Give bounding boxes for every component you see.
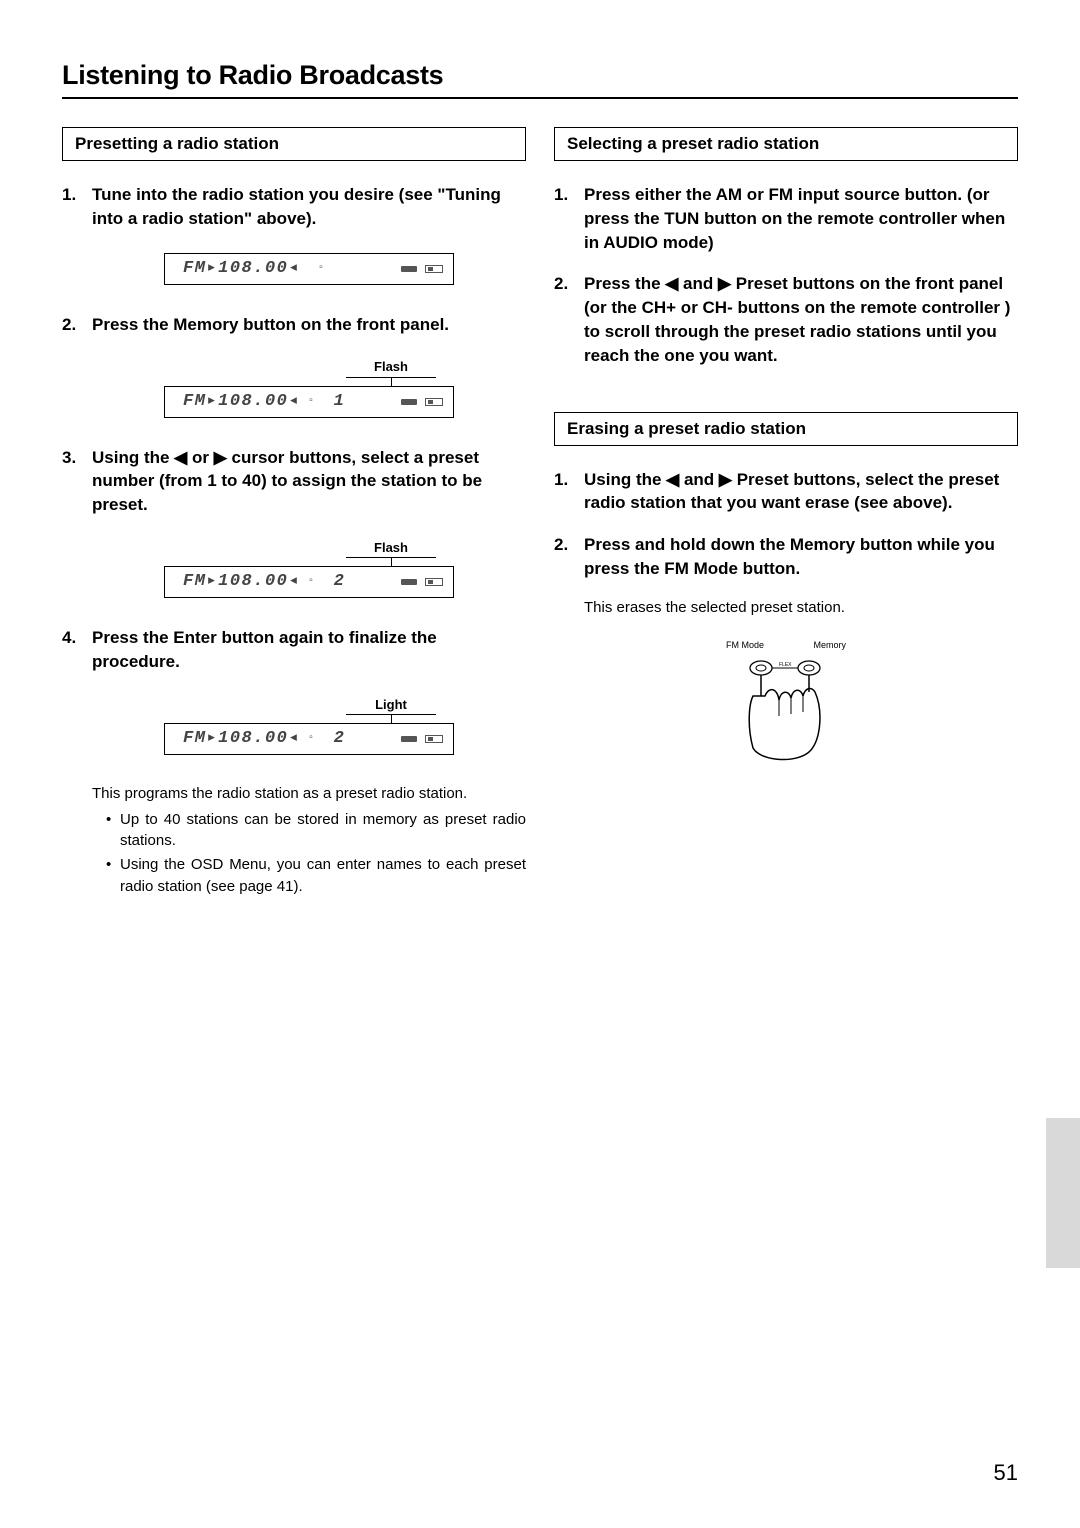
erasing-header: Erasing a preset radio station	[554, 412, 1018, 446]
left-step-2: Press the Memory button on the front pan…	[62, 313, 526, 418]
left-step-4: Press the Enter button again to finalize…	[62, 626, 526, 755]
fm-mode-label: FM Mode	[726, 640, 764, 650]
page-number: 51	[994, 1460, 1018, 1486]
left-step-1: Tune into the radio station you desire (…	[62, 183, 526, 285]
lcd-freq: FM▸108.00◂	[183, 727, 300, 751]
left-column: Presetting a radio station Tune into the…	[62, 127, 526, 900]
stereo-icon	[425, 398, 443, 406]
light-label: Light	[375, 696, 407, 714]
step-text: Press the Memory button on the front pan…	[92, 315, 449, 334]
right-erase-step-1: Using the ◀ and ▶ Preset buttons, select…	[554, 468, 1018, 516]
note-bullet: Up to 40 stations can be stored in memor…	[106, 809, 526, 853]
right-sel-step-1: Press either the AM or FM input source b…	[554, 183, 1018, 254]
note-block: This programs the radio station as a pre…	[62, 783, 526, 898]
lcd-display-4: FM▸108.00◂ ▫ 2	[164, 723, 454, 755]
side-tab	[1046, 1118, 1080, 1268]
tuned-icon	[401, 579, 417, 585]
right-sel-step-2: Press the ◀ and ▶ Preset buttons on the …	[554, 272, 1018, 367]
presetting-header: Presetting a radio station	[62, 127, 526, 161]
tuned-icon	[401, 399, 417, 405]
svg-text:FLEX: FLEX	[779, 662, 792, 668]
lcd-preset: 2	[334, 570, 346, 594]
step-text: Tune into the radio station you desire (…	[92, 185, 501, 228]
note-bullet: Using the OSD Menu, you can enter names …	[106, 854, 526, 898]
memory-label: Memory	[813, 640, 846, 650]
selecting-header: Selecting a preset radio station	[554, 127, 1018, 161]
right-erase-step-2: Press and hold down the Memory button wh…	[554, 533, 1018, 581]
lcd-display-1: FM▸108.00◂ ▫	[164, 253, 454, 285]
page-title: Listening to Radio Broadcasts	[62, 60, 1018, 99]
lcd-preset: 2	[334, 727, 346, 751]
lcd-freq: FM▸108.00◂	[183, 570, 300, 594]
stereo-icon	[425, 578, 443, 586]
note-intro: This programs the radio station as a pre…	[92, 783, 526, 805]
left-step-3: Using the ◀ or ▶ cursor buttons, select …	[62, 446, 526, 599]
flash-label: Flash	[374, 358, 408, 376]
flash-label: Flash	[374, 539, 408, 557]
stereo-icon	[425, 735, 443, 743]
hand-diagram: FM Mode Memory FLEX	[726, 640, 846, 764]
stereo-icon	[425, 265, 443, 273]
lcd-preset: 1	[334, 390, 346, 414]
lcd-freq: FM▸108.00◂	[183, 257, 300, 281]
step-text: Press the Enter button again to finalize…	[92, 628, 437, 671]
step-text: Using the ◀ or ▶ cursor buttons, select …	[92, 448, 482, 515]
lcd-freq: FM▸108.00◂	[183, 390, 300, 414]
hand-icon: FLEX	[731, 654, 841, 764]
tuned-icon	[401, 736, 417, 742]
lcd-display-2: FM▸108.00◂ ▫ 1	[164, 386, 454, 418]
lcd-display-3: FM▸108.00◂ ▫ 2	[164, 566, 454, 598]
erase-note: This erases the selected preset station.	[554, 599, 1018, 616]
tuned-icon	[401, 266, 417, 272]
right-column: Selecting a preset radio station Press e…	[554, 127, 1018, 900]
